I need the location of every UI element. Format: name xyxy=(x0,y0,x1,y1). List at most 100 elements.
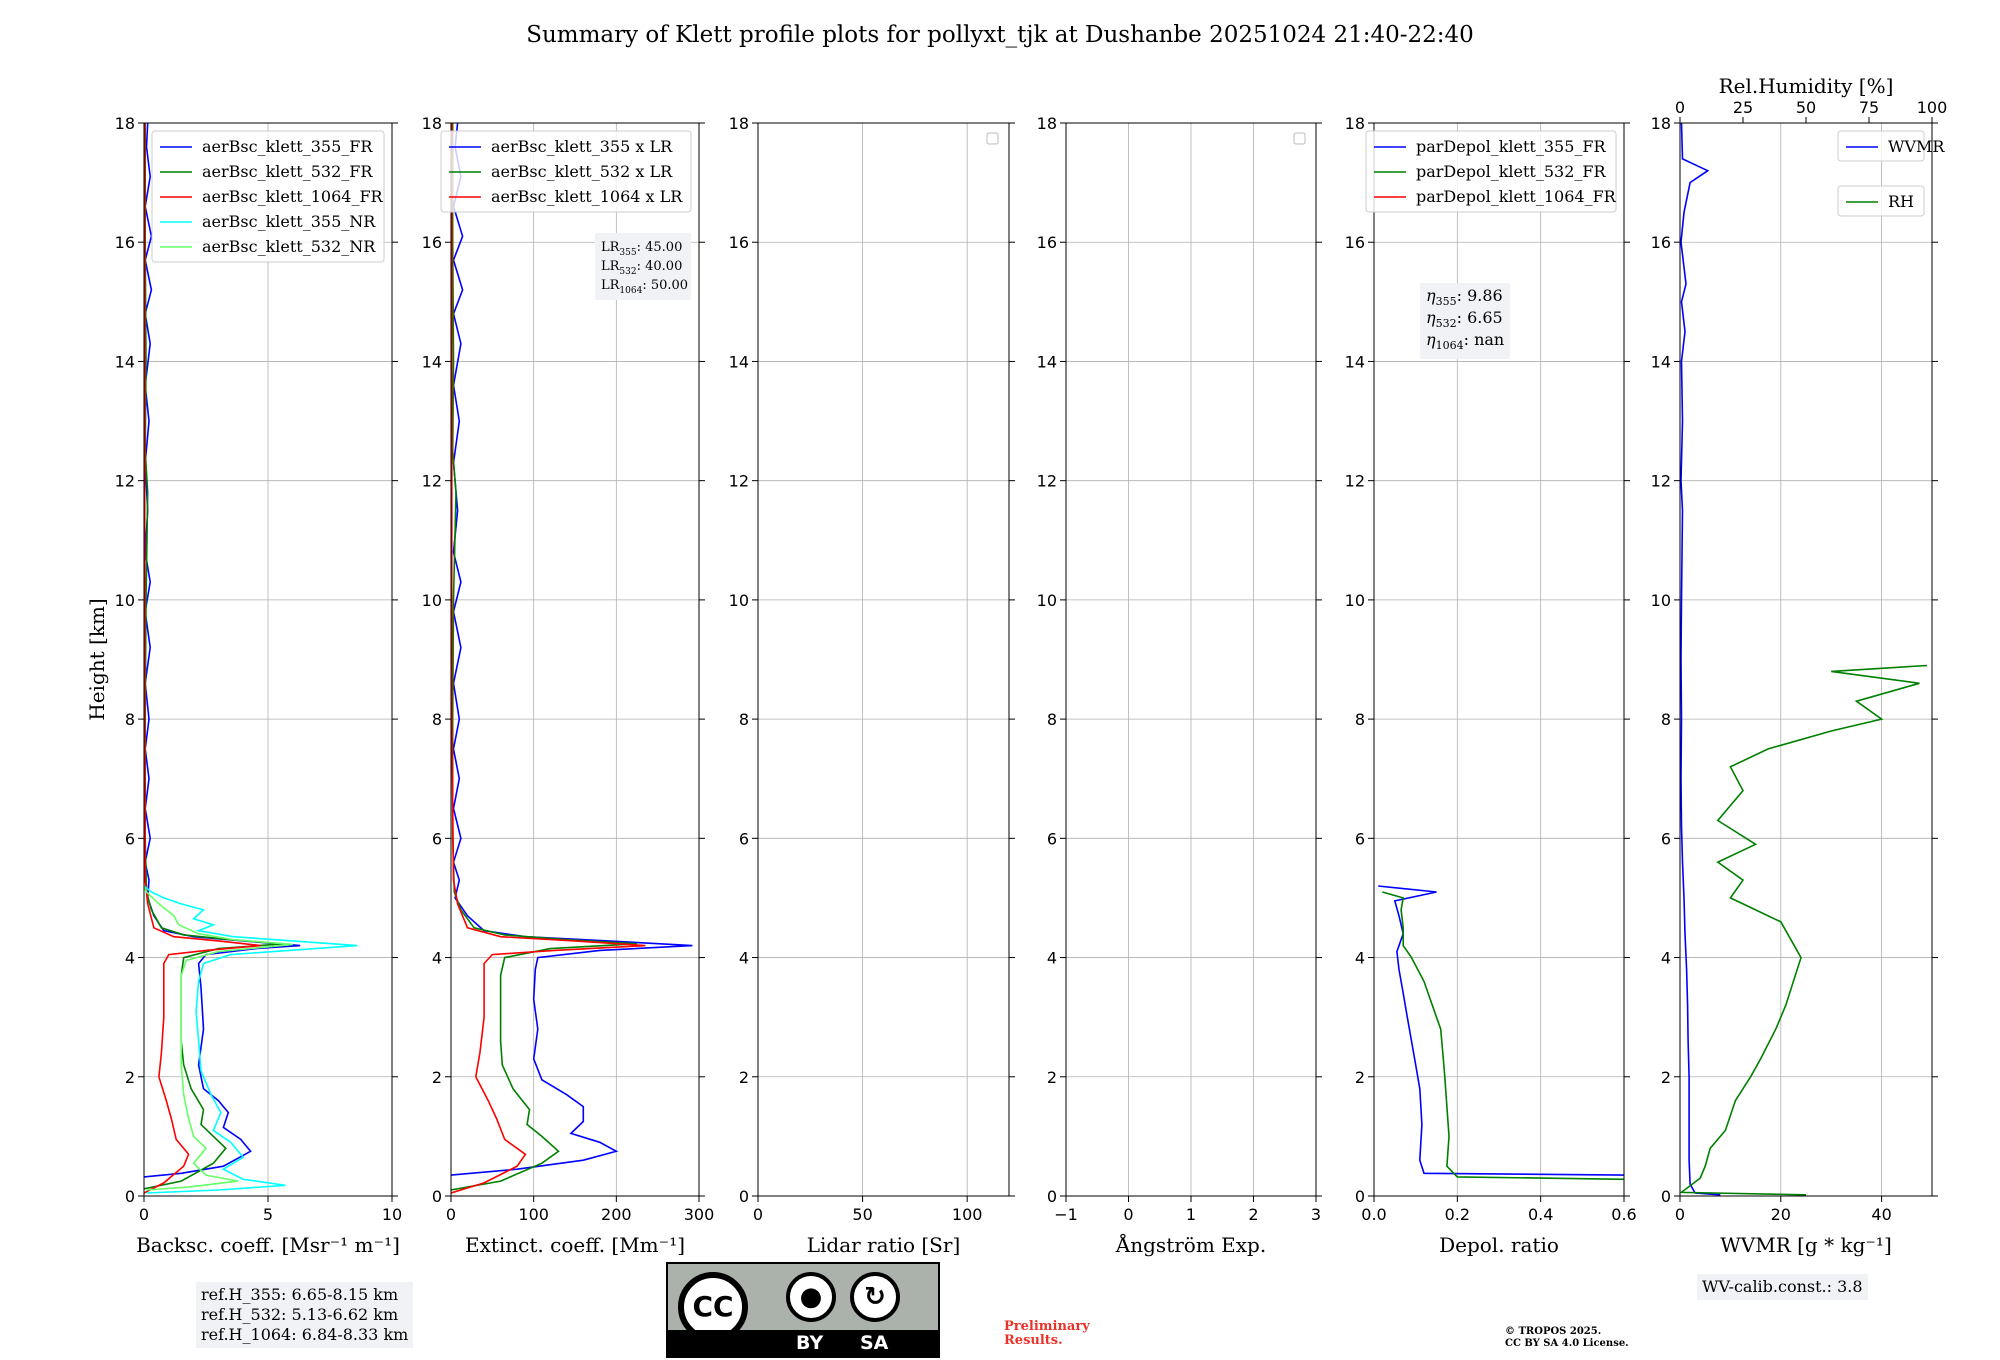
y-tick-label: 14 xyxy=(1037,352,1057,371)
annotation-line: η1064: nan xyxy=(1426,330,1504,352)
top-axis-label: Rel.Humidity [%] xyxy=(1719,74,1894,98)
ref-h-355: ref.H_355: 6.65-8.15 km xyxy=(201,1285,399,1304)
y-tick-label: 18 xyxy=(422,114,442,133)
legend-entry: aerBsc_klett_355_FR xyxy=(202,137,373,156)
y-tick-label: 4 xyxy=(432,949,442,968)
y-tick-label: 8 xyxy=(432,710,442,729)
empty-legend-icon xyxy=(1293,132,1306,145)
y-tick-label: 12 xyxy=(422,472,442,491)
annotation-box xyxy=(1420,283,1510,359)
y-tick-label: 6 xyxy=(1047,829,1057,848)
y-tick-label: 18 xyxy=(1651,114,1671,133)
axes-frame xyxy=(1373,122,1625,1197)
y-tick-label: 0 xyxy=(1047,1187,1057,1206)
x-tick-label: 0.4 xyxy=(1528,1205,1553,1224)
y-tick-label: 14 xyxy=(1345,352,1365,371)
x-tick-label: 10 xyxy=(382,1205,402,1224)
y-axis-label: Height [km] xyxy=(85,598,109,720)
y-tick-label: 14 xyxy=(422,352,442,371)
x-tick-label: −1 xyxy=(1054,1205,1078,1224)
y-tick-label: 6 xyxy=(739,829,749,848)
x-tick-label: 100 xyxy=(952,1205,983,1224)
x-tick-label: 1 xyxy=(1186,1205,1196,1224)
y-tick-label: 6 xyxy=(432,829,442,848)
series-aerBsc_klett_532 x LR xyxy=(451,123,638,1191)
annotation-line: LR532: 40.00 xyxy=(601,259,682,277)
cc-by-sa-logo: CC ● ↻ BY SA xyxy=(666,1262,940,1358)
legend-entry: aerBsc_klett_532_NR xyxy=(202,237,376,256)
x-axis-label: WVMR [g * kg⁻¹] xyxy=(1720,1233,1892,1257)
legend-box xyxy=(1837,185,1925,217)
x-tick-label: 0.0 xyxy=(1361,1205,1386,1224)
x-tick-label: 2 xyxy=(1248,1205,1258,1224)
y-tick-label: 0 xyxy=(1355,1187,1365,1206)
x-tick-label: 0.6 xyxy=(1611,1205,1636,1224)
y-tick-label: 12 xyxy=(1037,472,1057,491)
y-tick-label: 18 xyxy=(1345,114,1365,133)
y-tick-label: 2 xyxy=(125,1068,135,1087)
legend-box xyxy=(440,130,692,213)
y-tick-label: 16 xyxy=(1651,233,1671,252)
y-tick-label: 0 xyxy=(125,1187,135,1206)
x-tick-label: 200 xyxy=(601,1205,632,1224)
x-tick-label: 0.2 xyxy=(1445,1205,1470,1224)
y-tick-label: 8 xyxy=(1047,710,1057,729)
preliminary-line-1: Preliminary xyxy=(1004,1319,1090,1334)
license-sa-label: SA xyxy=(860,1332,889,1354)
series-aerBsc_klett_355_NR xyxy=(144,885,358,1194)
x-tick-label: 50 xyxy=(852,1205,872,1224)
license-by-label: BY xyxy=(796,1332,824,1354)
y-tick-label: 0 xyxy=(432,1187,442,1206)
x-tick-label: 3 xyxy=(1311,1205,1321,1224)
y-tick-label: 16 xyxy=(115,233,135,252)
y-tick-label: 4 xyxy=(739,949,749,968)
top-x-tick-label: 50 xyxy=(1796,98,1816,117)
legend-entry: aerBsc_klett_355_NR xyxy=(202,212,376,231)
y-tick-label: 6 xyxy=(1661,829,1671,848)
y-tick-label: 8 xyxy=(739,710,749,729)
annotation-line: LR355: 45.00 xyxy=(601,240,682,258)
x-tick-label: 20 xyxy=(1771,1205,1791,1224)
annotation-line: LR1064: 50.00 xyxy=(601,278,688,296)
y-tick-label: 16 xyxy=(729,233,749,252)
y-tick-label: 16 xyxy=(1345,233,1365,252)
y-tick-label: 14 xyxy=(115,352,135,371)
series-aerBsc_klett_355_FR xyxy=(144,123,301,1178)
legend-entry: aerBsc_klett_532 x LR xyxy=(491,162,673,181)
license-bar xyxy=(668,1330,938,1356)
copyright-line-1: © TROPOS 2025. xyxy=(1505,1326,1602,1337)
legend-entry: RH xyxy=(1888,192,1914,211)
series-parDepol_klett_532_FR xyxy=(1382,891,1624,1181)
legend-entry: WVMR xyxy=(1888,137,1945,156)
x-tick-label: 5 xyxy=(263,1205,273,1224)
axes-frame xyxy=(1679,122,1933,1197)
y-tick-label: 12 xyxy=(1345,472,1365,491)
legend-entry: aerBsc_klett_355 x LR xyxy=(491,137,673,156)
legend-entry: parDepol_klett_532_FR xyxy=(1416,162,1607,181)
panel-depol: 0.0 0.2 0.4 0.6 0 2 4 6 8 10 12 14 16 18 Depol. ratio p… xyxy=(1345,114,1637,1257)
y-tick-label: 14 xyxy=(1651,352,1671,371)
axes-frame xyxy=(1065,122,1317,1197)
axes-frame xyxy=(757,122,1010,1197)
y-tick-label: 8 xyxy=(1355,710,1365,729)
x-tick-label: 0 xyxy=(139,1205,149,1224)
series-RH xyxy=(1680,664,1928,1196)
y-tick-label: 4 xyxy=(1661,949,1671,968)
y-tick-label: 6 xyxy=(125,829,135,848)
panel-backscatter: 0 5 10 0 2 4 6 8 10 12 14 16 18 Backsc. coeff. [Msr⁻¹… xyxy=(115,114,403,1257)
legend-box xyxy=(151,130,385,263)
legend-entry: parDepol_klett_1064_FR xyxy=(1416,187,1617,206)
y-tick-label: 18 xyxy=(729,114,749,133)
empty-legend-icon xyxy=(986,132,999,145)
y-tick-label: 16 xyxy=(1037,233,1057,252)
legend-entry: aerBsc_klett_1064_FR xyxy=(202,187,384,206)
y-tick-label: 10 xyxy=(1651,591,1671,610)
y-tick-label: 10 xyxy=(422,591,442,610)
y-tick-label: 2 xyxy=(1047,1068,1057,1087)
legend-box xyxy=(1365,130,1617,213)
attribution-person-icon: ● xyxy=(786,1272,836,1322)
y-tick-label: 0 xyxy=(1661,1187,1671,1206)
copyright-line-2: CC BY SA 4.0 License. xyxy=(1505,1338,1629,1349)
